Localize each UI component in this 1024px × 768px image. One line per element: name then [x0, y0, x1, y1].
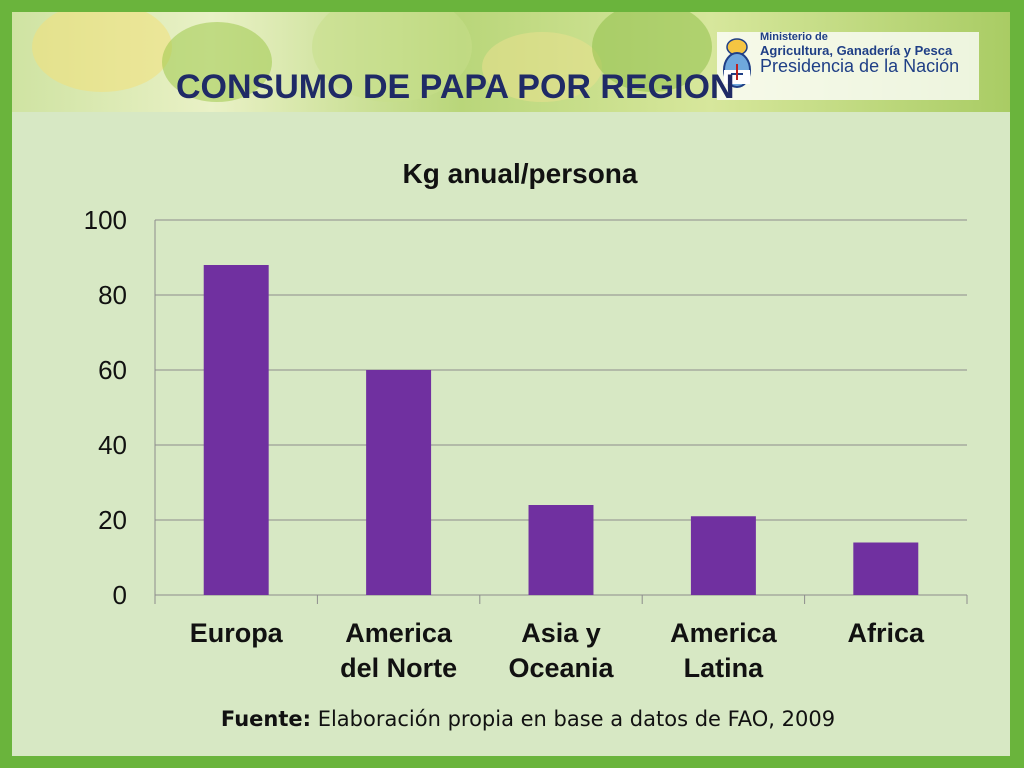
- bar-2: [366, 370, 432, 595]
- slide-title: CONSUMO DE PAPA POR REGION: [176, 68, 735, 106]
- x-tick-label: del Norte: [340, 653, 457, 683]
- ministry-line1: Ministerio de: [760, 31, 828, 43]
- x-tick-label: America: [670, 618, 778, 648]
- x-tick-label: Latina: [684, 653, 764, 683]
- x-tick-label: Europa: [190, 618, 284, 648]
- y-tick-label: 40: [98, 430, 127, 460]
- ministry-line2: Agricultura, Ganadería y Pesca: [760, 42, 953, 58]
- x-tick-label: Africa: [848, 618, 926, 648]
- source-text: Elaboración propia en base a datos de FA…: [317, 707, 836, 731]
- bar-4: [690, 516, 756, 595]
- argentina-coat-of-arms-icon: [723, 38, 751, 88]
- logo-panel: [717, 32, 979, 100]
- chart-title: Kg anual/persona: [402, 158, 638, 189]
- y-tick-label: 80: [98, 280, 127, 310]
- y-tick-label: 60: [98, 355, 127, 385]
- bar-5: [853, 542, 919, 595]
- y-tick-label: 100: [84, 205, 127, 235]
- header-banner: Ministerio de Agricultura, Ganadería y P…: [12, 12, 1010, 112]
- bar-3: [528, 505, 594, 595]
- x-tick-label: America: [345, 618, 453, 648]
- source-note: Fuente: Elaboración propia en base a dat…: [0, 707, 1024, 731]
- ministry-line3: Presidencia de la Nación: [760, 56, 960, 77]
- source-label: Fuente:: [220, 707, 312, 731]
- x-tick-label: Asia y: [521, 618, 601, 648]
- x-tick-label: Oceania: [508, 653, 614, 683]
- ministry-logo-text: Ministerio de Agricultura, Ganadería y P…: [760, 31, 960, 77]
- y-tick-label: 20: [98, 505, 127, 535]
- y-tick-label: 0: [113, 580, 127, 610]
- bar-1: [203, 265, 269, 595]
- slide: Ministerio de Agricultura, Ganadería y P…: [12, 12, 1010, 756]
